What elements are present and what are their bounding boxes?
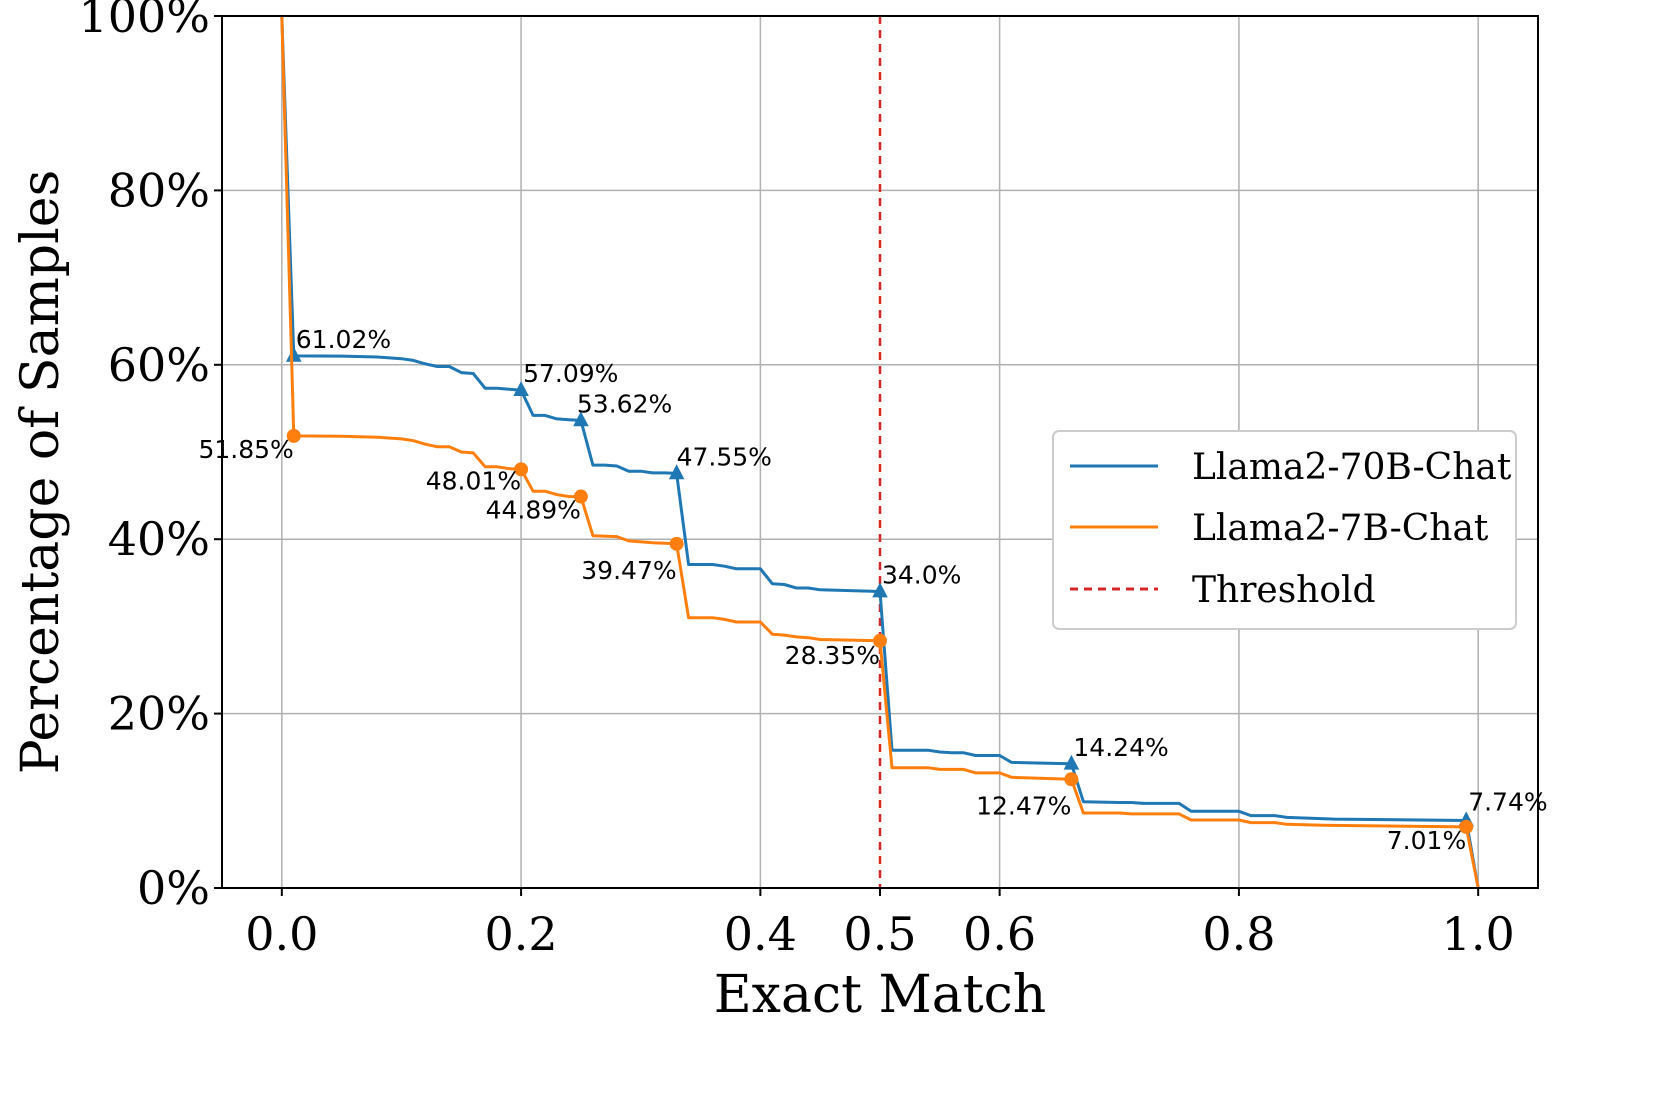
marker-triangle xyxy=(513,381,529,397)
data-label: 14.24% xyxy=(1073,733,1168,762)
legend-label-threshold: Threshold xyxy=(1192,570,1376,611)
x-tick-label: 0.8 xyxy=(1202,907,1275,961)
y-tick-label: 100% xyxy=(78,0,210,43)
marker-circle xyxy=(573,489,588,504)
y-tick-label: 60% xyxy=(108,338,210,392)
data-label: 47.55% xyxy=(677,442,772,471)
series-line-llama2-7b xyxy=(280,15,1480,889)
tick-layer: 0.0 0.2 0.4 0.5 0.6 0.8 1.0 0% 20% 40% 60% 80% 100% xyxy=(78,0,1514,961)
x-tick-label: 0.0 xyxy=(245,907,318,961)
y-tick-label: 40% xyxy=(108,512,210,566)
marker-triangle xyxy=(285,346,302,362)
marker-triangle xyxy=(668,464,685,480)
marker-circle xyxy=(286,428,301,443)
legend-box xyxy=(1052,430,1517,630)
data-label: 28.35% xyxy=(785,641,880,670)
series-layer xyxy=(280,15,1480,889)
data-label: 48.01% xyxy=(426,466,521,495)
data-label: 53.62% xyxy=(577,389,672,418)
data-label: 51.85% xyxy=(198,435,293,464)
x-tick-label-threshold: 0.5 xyxy=(843,907,916,961)
data-label: 61.02% xyxy=(296,325,391,354)
y-tick-label: 20% xyxy=(108,687,210,741)
x-tick-label: 0.2 xyxy=(485,907,558,961)
data-label: 12.47% xyxy=(976,791,1071,820)
marker-circle xyxy=(514,462,529,477)
data-label: 39.47% xyxy=(581,556,676,585)
x-tick-label: 1.0 xyxy=(1442,907,1515,961)
data-label: 57.09% xyxy=(523,359,618,388)
x-tick-label: 0.4 xyxy=(724,907,797,961)
series-line-llama2-70b xyxy=(280,15,1480,889)
marker-triangle xyxy=(573,411,589,427)
y-tick-label: 80% xyxy=(108,163,210,217)
marker-circle xyxy=(669,536,684,551)
legend: Llama2-70B-Chat Llama2-7B-Chat Threshold xyxy=(1052,430,1517,630)
legend-label-llama2-7b: Llama2-7B-Chat xyxy=(1192,508,1489,549)
x-axis-title: Exact Match xyxy=(714,965,1047,1025)
x-tick-label: 0.6 xyxy=(963,907,1036,961)
legend-label-llama2-70b: Llama2-70B-Chat xyxy=(1192,447,1512,488)
marker-triangle xyxy=(872,582,888,598)
data-label: 44.89% xyxy=(486,496,581,525)
marker-circle xyxy=(1064,772,1079,787)
data-label: 7.74% xyxy=(1468,788,1547,817)
data-label: 34.0% xyxy=(882,561,961,590)
data-label: 7.01% xyxy=(1387,826,1466,855)
annotation-layer: 61.02% 57.09%53.62%47.55% 34.0% 14.24% 7.74%… xyxy=(198,325,1547,855)
marker-circle xyxy=(1459,819,1474,834)
marker-triangle xyxy=(1063,754,1080,770)
y-axis-title: Percentage of Samples xyxy=(11,170,71,775)
marker-circle xyxy=(873,633,887,648)
y-tick-label: 0% xyxy=(137,861,210,915)
